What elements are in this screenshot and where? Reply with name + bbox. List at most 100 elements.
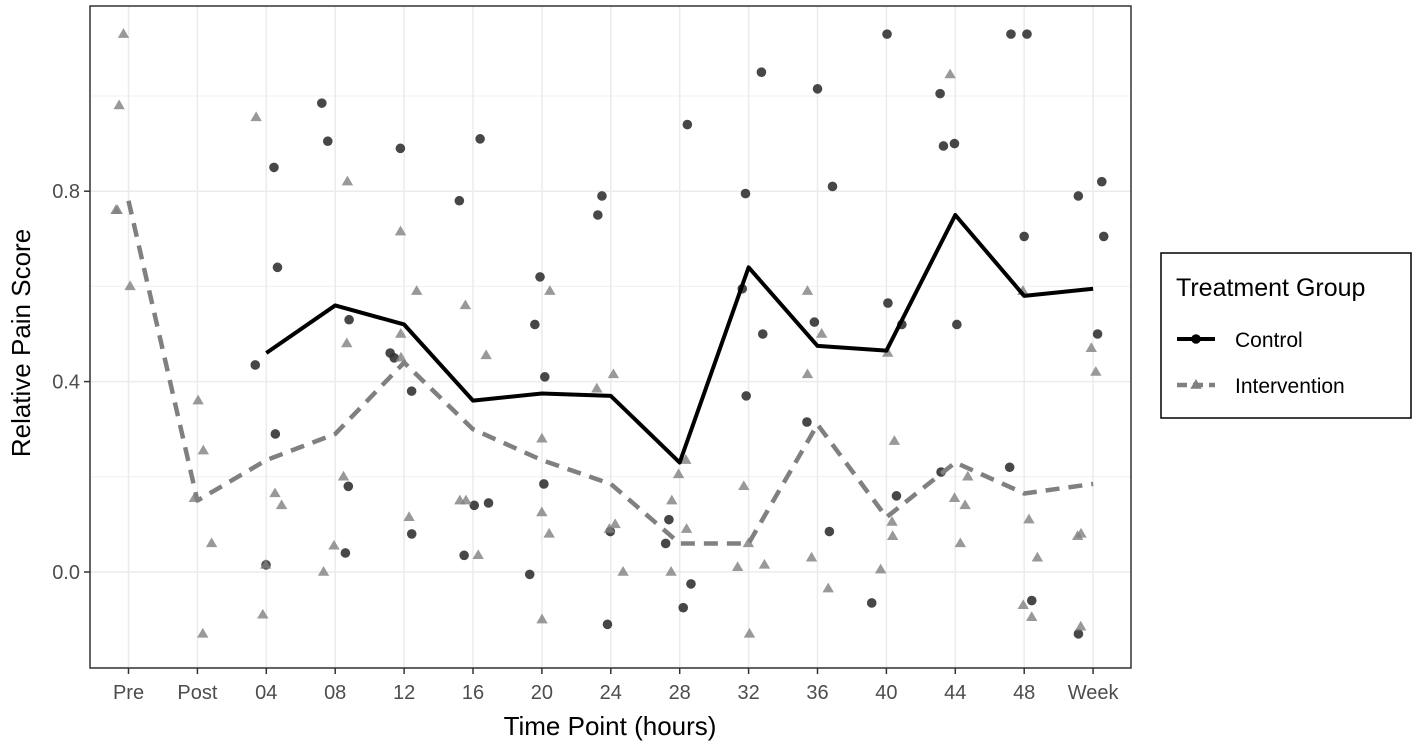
control-point [597, 191, 607, 201]
control-point [1022, 29, 1032, 39]
x-tick-label: 12 [393, 682, 415, 704]
intervention-point [801, 285, 814, 295]
intervention-point [1090, 366, 1102, 376]
intervention-point [197, 444, 210, 455]
y-tick-label: 0.0 [52, 562, 80, 584]
y-tick-label: 0.4 [52, 372, 80, 394]
control-point [824, 526, 835, 537]
intervention-point [1025, 611, 1038, 621]
intervention-point [472, 549, 484, 560]
intervention-point [954, 537, 967, 548]
control-point [809, 317, 820, 327]
control-point [757, 329, 768, 339]
control-point [686, 579, 696, 589]
intervention-point [341, 337, 353, 348]
control-point [250, 360, 261, 370]
control-point [475, 134, 485, 144]
y-tick-label: 0.8 [52, 181, 80, 203]
control-point [682, 119, 693, 130]
intervention-point [113, 99, 125, 110]
control-point [935, 88, 945, 99]
x-tick-label: 36 [806, 682, 828, 704]
intervention-point [257, 608, 269, 619]
intervention-point [1075, 620, 1087, 631]
intervention-point [536, 613, 548, 624]
control-point [678, 602, 689, 613]
legend-title: Treatment Group [1176, 274, 1365, 302]
x-tick-label: 20 [531, 682, 553, 704]
control-point [602, 619, 613, 630]
x-tick-label: Post [177, 682, 217, 704]
intervention-point [110, 204, 122, 214]
control-point [535, 272, 545, 282]
intervention-point [944, 68, 956, 79]
intervention-point [250, 111, 262, 122]
control-point [406, 529, 417, 539]
legend-entries: Control Intervention [1177, 329, 1345, 398]
intervention-point [337, 470, 350, 481]
control-point [406, 386, 417, 396]
control-point [1073, 629, 1084, 639]
intervention-point [822, 582, 834, 593]
control-point [1019, 231, 1029, 242]
intervention-point [888, 435, 901, 445]
intervention-point [536, 432, 548, 443]
intervention-point [124, 280, 136, 291]
intervention-point [192, 394, 204, 405]
intervention-point [603, 523, 616, 533]
control-point [740, 188, 751, 199]
x-tick-label: Pre [113, 682, 144, 704]
intervention-point [801, 368, 814, 379]
axis-ticks [84, 190, 1094, 674]
intervention-point [666, 494, 678, 505]
control-point [343, 481, 354, 492]
intervention-point [886, 516, 898, 526]
intervention-point [454, 494, 466, 505]
intervention-point [395, 351, 407, 362]
control-point [741, 391, 752, 401]
intervention-point [680, 454, 692, 464]
control-point [395, 143, 406, 154]
x-tick-label: 24 [600, 682, 622, 704]
intervention-point [609, 518, 621, 529]
control-point [802, 417, 812, 427]
intervention-point [815, 328, 828, 338]
control-point [454, 195, 465, 206]
control-point [459, 550, 469, 561]
control-point [483, 498, 494, 508]
intervention-point [743, 627, 756, 638]
control-point [952, 319, 962, 330]
intervention-point [480, 349, 492, 360]
x-tick-label: 16 [462, 682, 484, 704]
x-tick-label: 32 [737, 682, 759, 704]
intervention-point [607, 368, 620, 379]
control-point [272, 262, 283, 273]
major-gridlines [90, 6, 1131, 668]
control-point [1092, 329, 1103, 339]
intervention-point [672, 468, 685, 479]
control-point [660, 538, 671, 549]
intervention-point [1031, 551, 1044, 562]
series-lines [126, 200, 1094, 546]
legend-label: Control [1235, 329, 1303, 352]
intervention-point [260, 558, 272, 569]
control-point [344, 314, 354, 325]
intervention-point [403, 511, 415, 521]
legend-key-circle [1191, 334, 1201, 344]
control-point [882, 29, 892, 39]
intervention-point [317, 566, 330, 576]
intervention-point [591, 382, 603, 393]
control-point [1096, 176, 1107, 187]
intervention-line [126, 200, 1094, 546]
intervention-point [617, 566, 629, 576]
intervention-point [275, 499, 288, 510]
x-axis-title: Time Point (hours) [504, 711, 717, 741]
intervention-point [544, 285, 556, 295]
legend: Treatment Group Control Intervention [1160, 252, 1412, 419]
x-tick-label: 28 [669, 682, 691, 704]
control-point [1026, 595, 1037, 606]
intervention-point [948, 492, 961, 502]
control-point [827, 181, 838, 192]
x-tick-label: 08 [324, 682, 346, 704]
intervention-point [536, 506, 548, 517]
